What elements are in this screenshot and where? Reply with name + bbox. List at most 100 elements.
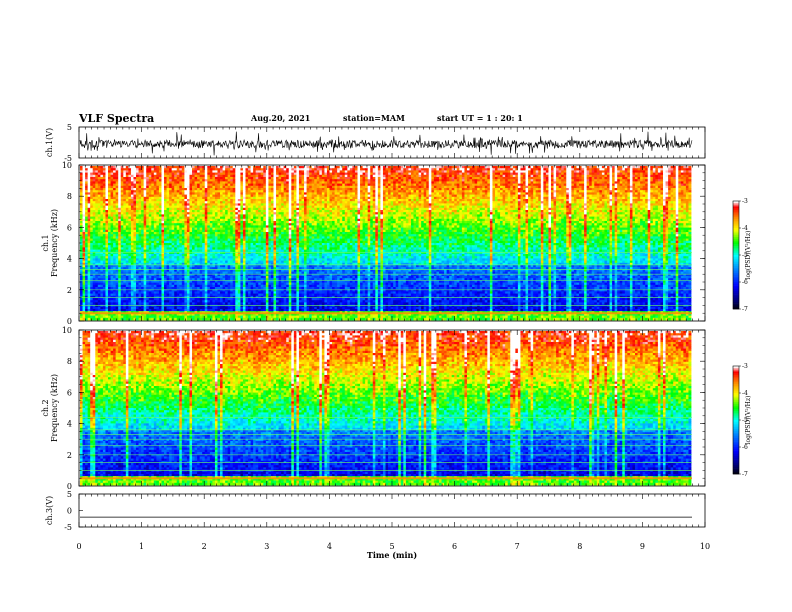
spectrogram-cell xyxy=(276,183,279,187)
spectrogram-cell xyxy=(573,179,577,182)
spectrogram-cell xyxy=(248,183,251,187)
spectrogram-cell xyxy=(245,174,249,178)
spectrogram-cell xyxy=(265,166,269,169)
spectrogram-cell xyxy=(161,170,165,173)
spectrogram-cell xyxy=(362,170,366,173)
spectrogram-cell xyxy=(278,181,282,184)
spectrogram-cell xyxy=(673,174,677,178)
spectrogram-cell xyxy=(186,170,190,173)
spectrogram-cell xyxy=(405,183,409,187)
spectrogram-cell xyxy=(663,168,666,171)
spectrogram-cell xyxy=(395,168,399,171)
spectrogram-cell xyxy=(156,181,160,184)
spectrogram-cell xyxy=(217,172,221,176)
spectrogram-cell xyxy=(105,177,109,180)
spectrogram-cell xyxy=(459,174,463,178)
spectrogram-cell xyxy=(184,166,188,169)
spectrogram-cell xyxy=(240,181,244,184)
spectrogram-cell xyxy=(609,172,613,176)
spectrogram-cell xyxy=(507,174,511,178)
spectrogram-cell xyxy=(561,172,565,176)
spectrogram-cell xyxy=(548,168,552,171)
spectrogram-cell xyxy=(202,170,206,173)
spectrogram-cell xyxy=(472,183,476,187)
spectrogram-cell xyxy=(545,179,549,182)
spectrogram-cell xyxy=(410,174,414,178)
spectrogram-cell xyxy=(489,168,493,171)
spectrogram-cell xyxy=(538,174,542,178)
spectrogram-cell xyxy=(108,177,111,180)
spectrogram-cell xyxy=(344,177,348,180)
spectrogram-cell xyxy=(367,183,371,187)
spectrogram-cell xyxy=(108,179,111,182)
spectrogram-cell xyxy=(543,181,547,184)
spectrogram-cell xyxy=(161,181,165,184)
spectrogram-cell xyxy=(416,179,419,182)
spectrogram-cell xyxy=(556,174,560,178)
spectrogram-cell xyxy=(438,168,442,171)
spectrogram-cell xyxy=(324,183,328,187)
spectrogram-cell xyxy=(181,183,185,187)
spectrogram-cell xyxy=(553,179,557,182)
spectrogram-cell xyxy=(225,168,229,171)
spectrogram-cell xyxy=(540,174,544,178)
spectrogram-cell xyxy=(578,183,582,187)
spectrogram-cell xyxy=(148,181,152,184)
spectrogram-cell xyxy=(212,170,216,173)
spectrogram-cell xyxy=(166,183,170,187)
spectrogram-cell xyxy=(80,183,83,187)
spectrogram-cell xyxy=(314,183,318,187)
spectrogram-cell xyxy=(222,181,226,184)
spectrogram-cell xyxy=(449,172,453,176)
spectrogram-cell xyxy=(255,179,259,182)
spectrogram-cell xyxy=(283,174,287,178)
spectrogram-cell xyxy=(179,181,183,184)
spectrogram-cell xyxy=(561,168,565,171)
spectrogram-cell xyxy=(166,168,170,171)
spectrogram-cell xyxy=(494,177,498,180)
spectrogram-cell xyxy=(270,166,274,169)
spectrogram-cell xyxy=(156,183,160,187)
spectrogram-cell xyxy=(141,177,145,180)
spectrogram-cell xyxy=(324,181,328,184)
spectrogram-cell xyxy=(522,181,526,184)
spectrogram-cell xyxy=(622,172,626,176)
spectrogram-cell xyxy=(174,174,178,178)
spectrogram-cell xyxy=(563,183,567,187)
spectrogram-cell xyxy=(634,172,638,176)
spectrogram-cell xyxy=(680,172,684,176)
spectrogram-cell xyxy=(469,168,473,171)
spectrogram-cell xyxy=(688,166,692,169)
spectrogram-cell xyxy=(347,168,351,171)
spectrogram-cell xyxy=(433,174,437,178)
spectrogram-cell xyxy=(184,177,188,180)
spectrogram-cell xyxy=(365,183,369,187)
spectrogram-cell xyxy=(298,168,302,171)
spectrogram-cell xyxy=(390,174,394,178)
spectrogram-cell xyxy=(431,177,435,180)
spectrogram-cell xyxy=(314,181,318,184)
spectrogram-cell xyxy=(566,166,570,169)
spectrogram-cell xyxy=(426,172,430,176)
spectrogram-cell xyxy=(528,179,532,182)
spectrogram-cell xyxy=(357,172,361,176)
spectrogram-cell xyxy=(433,181,437,184)
spectrogram-cell xyxy=(192,183,195,187)
spectrogram-cell xyxy=(321,179,325,182)
spectrogram-cell xyxy=(408,181,412,184)
spectrogram-cell xyxy=(230,166,234,169)
spectrogram-cell xyxy=(385,177,389,180)
spectrogram-cell xyxy=(138,179,142,182)
spectrogram-cell xyxy=(487,166,491,169)
spectrogram-cell xyxy=(82,172,86,176)
spectrogram-cell xyxy=(601,168,605,171)
spectrogram-cell xyxy=(365,170,369,173)
spectrogram-cell xyxy=(645,168,649,171)
spectrogram-cell xyxy=(118,168,122,171)
spectrogram-cell xyxy=(82,181,86,184)
spectrogram-cell xyxy=(260,170,264,173)
spectrogram-cell xyxy=(472,172,476,176)
spectrogram-cell xyxy=(622,181,626,184)
spectrogram-cell xyxy=(253,166,257,169)
